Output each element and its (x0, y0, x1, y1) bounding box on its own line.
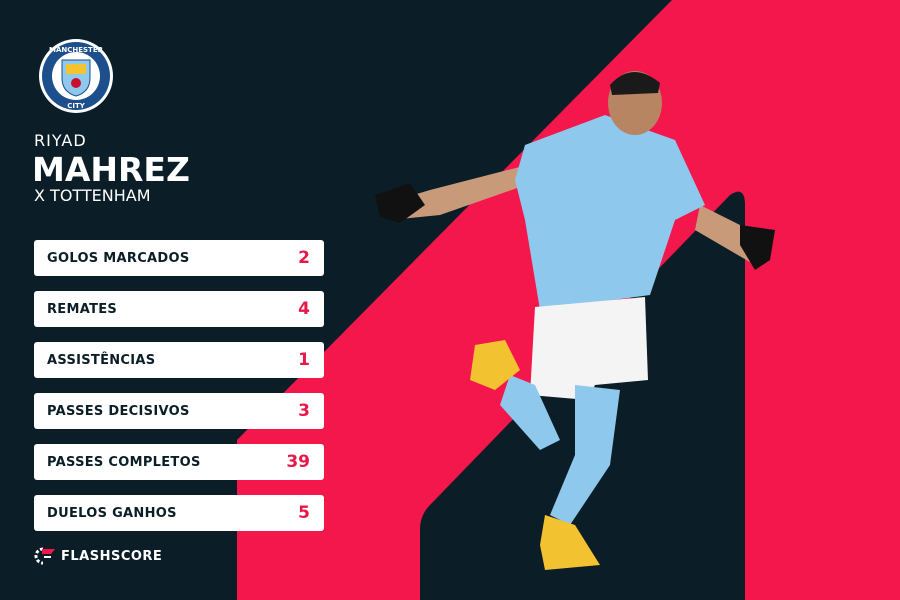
stat-label: ASSISTÊNCIAS (47, 352, 156, 368)
svg-text:CITY: CITY (67, 102, 86, 110)
stat-value: 2 (298, 248, 310, 268)
stat-value: 5 (298, 503, 310, 523)
stat-label: REMATES (47, 301, 118, 317)
stat-value: 1 (298, 350, 310, 370)
stat-label: GOLOS MARCADOS (47, 250, 190, 266)
stat-value: 3 (298, 401, 310, 421)
flashscore-logo: FLASHSCORE (34, 547, 162, 565)
stat-row-completed-passes: PASSES COMPLETOS 39 (34, 444, 324, 480)
stats-list: GOLOS MARCADOS 2 REMATES 4 ASSISTÊNCIAS 1 P… (34, 240, 324, 546)
stat-row-key-passes: PASSES DECISIVOS 3 (34, 393, 324, 429)
stat-label: PASSES DECISIVOS (47, 403, 190, 419)
flashscore-wordmark: FLASHSCORE (61, 548, 163, 564)
stat-row-goals: GOLOS MARCADOS 2 (34, 240, 324, 276)
stat-row-duels-won: DUELOS GANHOS 5 (34, 495, 324, 531)
opponent-label: X TOTTENHAM (34, 186, 151, 205)
stat-row-shots: REMATES 4 (34, 291, 324, 327)
stat-value: 4 (298, 299, 310, 319)
flashscore-icon (34, 547, 55, 565)
player-photo (375, 71, 775, 570)
player-last-name: MAHREZ (32, 150, 190, 189)
manchester-city-crest: MANCHESTER CITY (39, 39, 113, 113)
stat-label: DUELOS GANHOS (47, 505, 177, 521)
stat-value: 39 (286, 452, 310, 472)
stat-row-assists: ASSISTÊNCIAS 1 (34, 342, 324, 378)
stat-label: PASSES COMPLETOS (47, 454, 201, 470)
svg-text:MANCHESTER: MANCHESTER (49, 46, 104, 54)
player-first-name: RIYAD (34, 131, 87, 150)
